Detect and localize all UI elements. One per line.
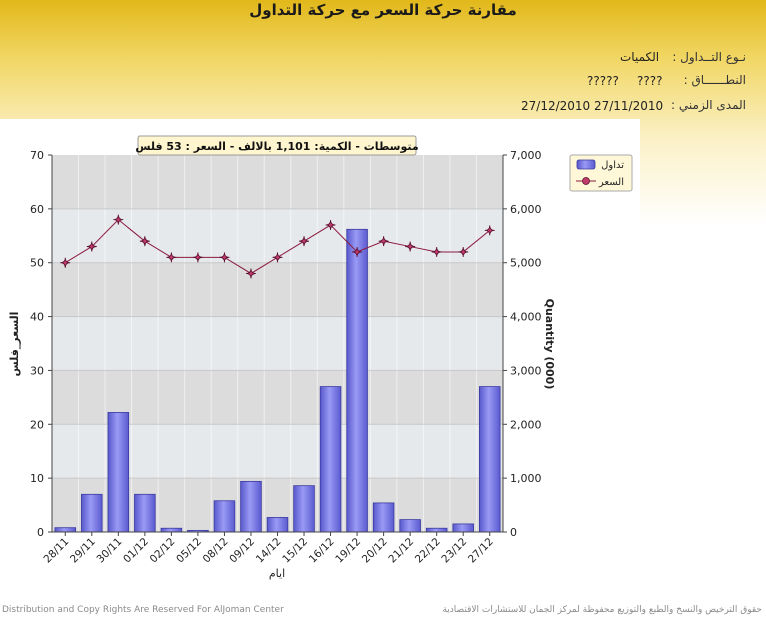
chart-panel: 0 10 20 30 40 50 60 70 0 1,000 2,000 3,000 4,000 5,00… — [0, 119, 640, 599]
quantity-bar — [346, 228, 368, 533]
left-tick-label: 10 — [30, 472, 44, 485]
period-value: 27/12/2010 27/11/2010 — [521, 99, 664, 113]
x-tick-label: 08/12 — [201, 536, 231, 566]
quantity-bar — [425, 527, 448, 533]
quantity-bar — [213, 500, 236, 533]
legend-label-volume: تداول — [601, 160, 624, 171]
price-point — [139, 236, 150, 247]
right-tick-label: 7,000 — [510, 149, 542, 162]
price-point — [405, 241, 416, 252]
right-tick-label: 0 — [510, 526, 517, 539]
legend-bar-swatch — [576, 159, 596, 170]
price-point — [325, 219, 336, 231]
plot-band — [52, 155, 503, 209]
x-tick-label: 05/12 — [174, 536, 204, 566]
left-tick-label: 60 — [30, 203, 44, 216]
left-axis-title: السعر_فلس — [8, 312, 21, 377]
x-tick-label: 28/11 — [41, 536, 71, 566]
plot-band — [52, 316, 503, 371]
left-tick-label: 70 — [30, 149, 44, 162]
price-point — [60, 257, 71, 268]
quantity-bar — [54, 527, 77, 533]
quantity-bar — [319, 386, 342, 533]
quantity-bar — [478, 386, 501, 533]
x-tick-label: 20/12 — [360, 536, 390, 566]
footer-copyright-en: Distribution and Copy Rights Are Reserve… — [2, 605, 284, 615]
right-tick-label: 2,000 — [510, 418, 542, 431]
legend-point-swatch — [582, 177, 590, 185]
x-tick-label: 14/12 — [254, 536, 284, 566]
left-tick-label: 0 — [37, 526, 44, 539]
x-tick-label: 23/12 — [439, 536, 469, 566]
price-point — [378, 236, 389, 247]
range-value-1: ???? — [637, 74, 663, 88]
x-tick-label: 09/12 — [227, 536, 257, 566]
left-tick-label: 20 — [30, 418, 44, 431]
price-point — [484, 225, 495, 236]
right-tick-label: 3,000 — [510, 364, 542, 377]
price-point — [86, 241, 97, 252]
price-volume-chart: 0 10 20 30 40 50 60 70 0 1,000 2,000 3,000 4,000 5,00… — [8, 135, 633, 580]
chart-title-box — [137, 135, 417, 156]
x-tick-label: 16/12 — [307, 536, 337, 566]
right-tick-label: 6,000 — [510, 203, 542, 216]
x-tick-label: 02/12 — [148, 536, 178, 566]
left-tick-label: 50 — [30, 257, 44, 270]
x-tick-label: 01/12 — [121, 536, 151, 566]
right-tick-label: 5,000 — [510, 257, 542, 270]
right-tick-label: 4,000 — [510, 311, 542, 324]
x-axis-title: ايام — [269, 567, 285, 580]
right-tick-label: 1,000 — [510, 472, 542, 485]
price-point — [299, 236, 310, 247]
x-tick-label: 15/12 — [280, 536, 310, 566]
quantity-bar — [293, 485, 315, 533]
left-tick-label: 40 — [30, 311, 44, 324]
x-tick-label: 21/12 — [386, 536, 416, 566]
x-tick-label: 22/12 — [413, 536, 443, 566]
range-value-2: ????? — [587, 74, 619, 88]
quantity-bar — [160, 527, 183, 533]
quantity-bar — [266, 517, 289, 533]
x-tick-label: 30/11 — [95, 536, 125, 566]
quantity-bar — [134, 493, 156, 533]
quantity-bar — [240, 480, 262, 533]
quantity-bar — [107, 412, 130, 533]
x-tick-label: 29/11 — [68, 536, 98, 566]
x-tick-label: 27/12 — [466, 536, 496, 566]
quantity-bar — [372, 502, 395, 533]
trade-type-label: نـوع التــداول : — [672, 50, 746, 64]
range-label: النطــــــاق : — [683, 73, 746, 87]
quantity-bar — [452, 523, 474, 533]
quantity-bar — [81, 493, 103, 533]
footer-copyright-ar: حقوق الترخيص والنسخ والطبع والتوزيع محفو… — [442, 605, 762, 615]
trade-type-value: الكميات — [620, 50, 660, 64]
right-axis-title: Quantity (000) — [543, 299, 556, 390]
period-label: المدى الزمني : — [671, 98, 746, 112]
left-tick-label: 30 — [30, 364, 44, 377]
plot-band — [52, 262, 503, 317]
chart-title: متوسطات - الكمية: 1,101 بالالف - السعر :… — [135, 140, 418, 153]
legend-label-price: السعر — [598, 177, 624, 188]
page-title: مقارنة حركة السعر مع حركة التداول — [249, 1, 517, 19]
x-tick-label: 19/12 — [333, 536, 363, 566]
quantity-bar — [399, 519, 421, 533]
